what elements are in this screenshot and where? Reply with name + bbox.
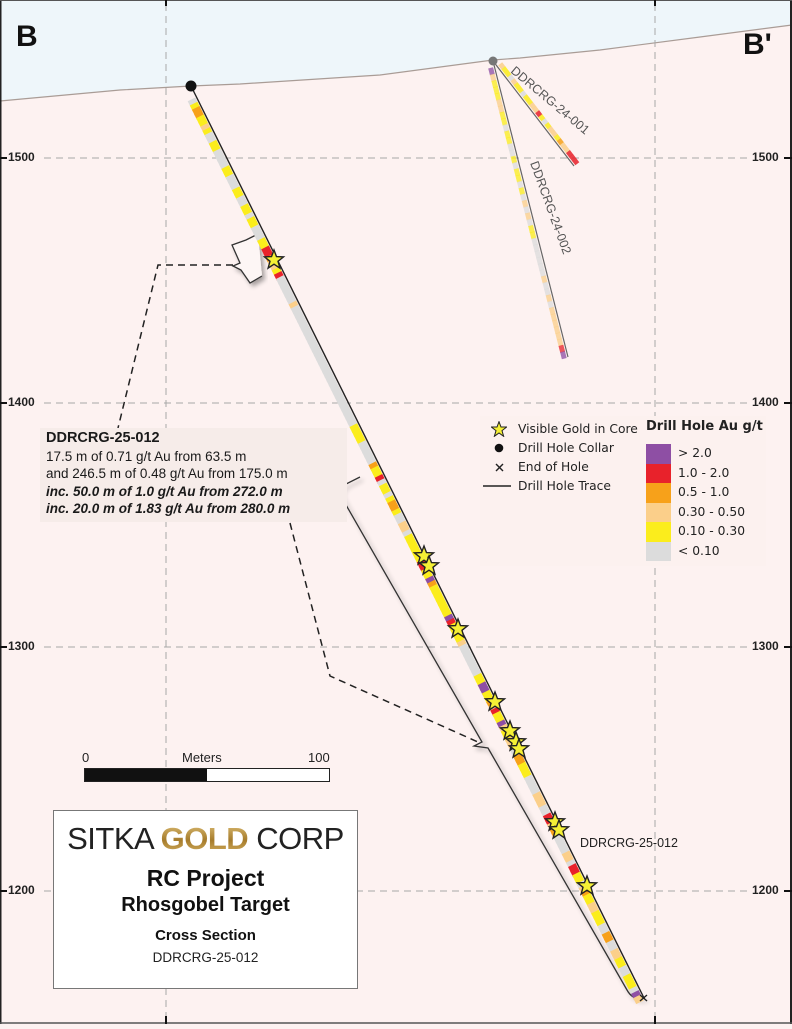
elevation-label-left: 1500 [8, 150, 35, 164]
hole-id: DDRCRG-25-012 [152, 950, 259, 965]
topography-line [0, 24, 792, 102]
grade-swatch [646, 502, 671, 522]
grade-label: 0.30 - 0.50 [678, 504, 746, 519]
star-icon [262, 248, 286, 270]
section-end-label: B' [743, 28, 772, 61]
section-start-label: B [16, 20, 38, 53]
star-icon [575, 874, 599, 896]
grade-swatch [646, 444, 671, 464]
elevation-label-left: 1200 [8, 883, 35, 897]
collar-dot-icon [185, 80, 197, 92]
grade-swatch [646, 483, 671, 503]
visible-gold-stars [262, 248, 599, 896]
callout-title: DDRCRG-25-012 [46, 430, 160, 446]
callout-leader-lower [289, 522, 479, 743]
scale-max: 100 [308, 750, 330, 765]
grade-legend-title: Drill Hole Au g/t [646, 419, 763, 434]
collar-dot-icon [488, 56, 498, 66]
scale-title: Meters [182, 750, 222, 765]
star-icon [446, 617, 470, 639]
legend-item: End of Hole [486, 459, 589, 475]
sky-area [0, 0, 792, 101]
grade-swatch [646, 522, 671, 542]
trace-line-icon [483, 485, 511, 487]
star-icon [507, 737, 531, 759]
map-legend: Visible Gold in Core Drill Hole Collar E… [480, 416, 766, 566]
company-logo: SITKA GOLD CORP [67, 821, 344, 856]
star-icon [491, 421, 507, 437]
drill-hole-ddrcrg-24-002 [488, 60, 569, 360]
elevation-label-right: 1200 [752, 883, 779, 897]
grade-label: 1.0 - 2.0 [678, 465, 730, 480]
collar-dot-icon [494, 443, 504, 453]
callout-line: 17.5 m of 0.71 g/t Au from 63.5 m [46, 448, 247, 464]
legend-item: Drill Hole Collar [486, 440, 614, 456]
scale-min: 0 [82, 750, 90, 765]
legend-item: Drill Hole Trace [482, 478, 611, 494]
star-icon [412, 544, 436, 566]
elevation-label-left: 1300 [8, 639, 35, 653]
elevation-label-left: 1400 [8, 395, 35, 409]
project-name: RC Project [146, 865, 265, 891]
callout-line: and 246.5 m of 0.48 g/t Au from 175.0 m [46, 466, 288, 481]
grade-label: 0.5 - 1.0 [678, 485, 730, 499]
interval-bracket-upper [231, 233, 263, 284]
star-icon [417, 554, 441, 576]
intercept-callout: DDRCRG-25-012 17.5 m of 0.71 g/t Au from… [40, 428, 347, 522]
map-type: Cross Section [155, 927, 256, 944]
callout-include-line: inc. 50.0 m of 1.0 g/t Au from 272.0 m [46, 483, 283, 499]
grade-swatch [646, 463, 671, 483]
star-icon [483, 690, 507, 712]
elevation-label-right: 1400 [752, 395, 779, 409]
end-of-hole-x-icon [495, 463, 503, 471]
target-name: Rhosgobel Target [121, 894, 290, 916]
drill-hole-ddrcrg-24-001 [492, 60, 580, 167]
elevation-label-right: 1300 [752, 639, 779, 653]
star-icon [547, 818, 571, 840]
grade-label: 0.10 - 0.30 [678, 524, 746, 538]
grade-label: > 2.0 [678, 446, 712, 460]
end-of-hole-x-icon [639, 994, 648, 1002]
callout-include-line: inc. 20.0 m of 1.83 g/t Au from 280.0 m [46, 501, 291, 516]
grade-swatch [646, 541, 671, 561]
scale-bar-graphic [84, 768, 330, 782]
star-icon [498, 719, 522, 741]
title-block: SITKA GOLD CORP RC Project Rhosgobel Tar… [53, 810, 358, 989]
callout-leader-upper [117, 264, 233, 429]
grade-label: < 0.10 [678, 543, 720, 558]
hole-label-25-012: DDRCRG-25-012 [580, 836, 678, 850]
elevation-label-right: 1500 [752, 150, 779, 164]
legend-item: Visible Gold in Core [486, 421, 638, 437]
